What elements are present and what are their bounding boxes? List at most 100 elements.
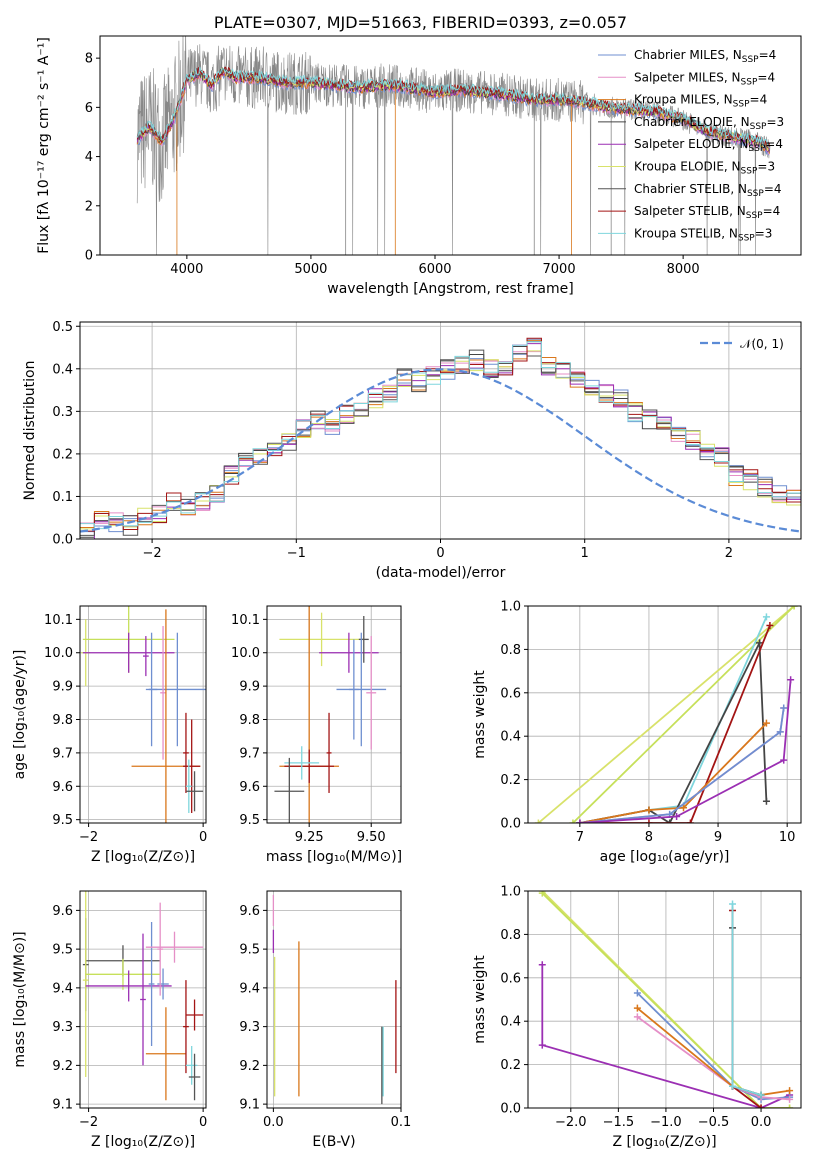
y-tick-label: 10.0 (231, 646, 260, 661)
weight-series-8 (579, 679, 792, 823)
legend-entry: 𝒩(0, 1) (740, 337, 784, 351)
errorbar-point-13 (185, 1046, 198, 1085)
x-tick-label: 0 (199, 1115, 207, 1130)
y-tick-label: 0.4 (500, 730, 521, 745)
x-tick-label: −1.0 (650, 1115, 682, 1130)
y-tick-label: 0.8 (500, 643, 521, 658)
legend-entry: Salpeter MILES, NSSP=4 (634, 70, 775, 87)
errorbar-point-9 (183, 719, 201, 813)
age-vs-metallicity-panel: −2 0 9.5 9.6 9.7 9.8 9.9 10.0 10.1 Z [log₁₀(Z/Z⊙)… (12, 605, 207, 865)
y-axis-label: Flux [fλ 10⁻¹⁷ erg cm⁻² s⁻¹ A⁻¹] (36, 37, 52, 254)
x-tick-label: −2.0 (555, 1115, 587, 1130)
x-axis-label: Z [log₁₀(Z/Z⊙)] (91, 1134, 195, 1150)
errorbar-point-3 (143, 636, 149, 677)
y-tick-label: 0.2 (500, 1058, 521, 1073)
y-tick-label: 9.1 (239, 1098, 260, 1113)
y-axis-label: Normed distribution (22, 361, 38, 501)
axes-frame (266, 605, 402, 824)
plot-area (82, 891, 204, 1101)
y-tick-label: 9.3 (239, 1020, 260, 1035)
y-tick-label: 0.6 (500, 686, 521, 701)
legend-subscript: SSP (742, 55, 759, 65)
legend-entry: Chabrier STELIB, NSSP=4 (634, 182, 782, 199)
x-tick-label: 4000 (170, 262, 203, 277)
errorbar-point-14 (188, 1053, 201, 1101)
x-tick-label: 1 (581, 546, 589, 561)
age-vs-mass-panel: 9.25 9.50 9.5 9.6 9.7 9.8 9.9 10.0 10.1 mass [log… (231, 605, 402, 865)
plot-area (534, 606, 798, 823)
legend-value: =4 (757, 70, 775, 84)
weight-marker (534, 819, 542, 823)
weight-marker (780, 704, 788, 712)
legend-value: =4 (765, 137, 783, 151)
errorbar-point-9 (284, 746, 320, 780)
weight-marker (787, 676, 795, 684)
legend-text: Salpeter MILES, N (634, 70, 741, 84)
plot-area (81, 606, 206, 823)
y-tick-label: 9.3 (52, 1020, 73, 1035)
y-tick-label: 0 (85, 249, 93, 264)
x-axis-label: (data-model)/error (376, 565, 506, 581)
histogram-series-1 (80, 351, 801, 531)
legend-value: =4 (764, 182, 782, 196)
errorbar-point-8 (183, 712, 189, 793)
x-tick-label: 0.0 (751, 1115, 772, 1130)
legend-text: Kroupa MILES, N (634, 93, 733, 107)
weight-series-3 (579, 639, 768, 823)
y-tick-label: 0.6 (500, 971, 521, 986)
errorbar-point-12 (185, 999, 204, 1031)
residual-histogram-panel: −2 −1 0 1 2 0.0 0.1 0.2 0.3 0.4 0.5 (data-model)/er… (22, 320, 802, 581)
weight-series-0 (541, 891, 790, 1108)
weight-series-8 (731, 904, 762, 1096)
x-tick-label: 9.25 (295, 830, 324, 845)
x-axis-label: mass [log₁₀(M/M⊙)] (266, 849, 402, 865)
y-tick-label: 6 (85, 101, 93, 116)
weight-marker (790, 606, 798, 610)
legend-text: Salpeter STELIB, N (634, 204, 746, 218)
weight-series-7 (579, 707, 785, 823)
y-tick-label: 0.4 (52, 362, 73, 377)
x-axis-label: Z [log₁₀(Z/Z⊙)] (91, 849, 195, 865)
plot-area (538, 891, 794, 1108)
weight-marker (645, 819, 653, 823)
y-tick-label: 1.0 (500, 600, 521, 615)
y-tick-label: 9.5 (52, 813, 73, 828)
y-tick-label: 0.2 (500, 773, 521, 788)
axes-frame (527, 890, 802, 1109)
axes-frame (527, 605, 802, 824)
y-tick-label: 0.5 (52, 320, 73, 335)
y-tick-label: 9.6 (239, 780, 260, 795)
y-tick-label: 9.5 (239, 943, 260, 958)
axes-frame (266, 890, 402, 1109)
legend-entry: Salpeter ELODIE, NSSP=4 (634, 137, 783, 154)
weight-marker (757, 1104, 765, 1108)
weight-marker (729, 1082, 737, 1090)
legend-text: Kroupa ELODIE, N (634, 160, 741, 174)
plot-area (136, 36, 771, 255)
plot-area (274, 606, 387, 823)
y-tick-label: 1.0 (500, 885, 521, 900)
weight-marker (729, 900, 737, 908)
weight-marker (786, 1104, 794, 1108)
y-tick-label: 0.3 (52, 405, 73, 420)
y-tick-label: 9.8 (239, 713, 260, 728)
x-tick-label: 0.1 (391, 1115, 412, 1130)
errorbar-point-1 (319, 632, 379, 673)
histogram-series-0 (80, 338, 801, 539)
y-tick-label: 0.4 (500, 1015, 521, 1030)
y-axis-label: mass weight (472, 670, 488, 759)
weight-series-5 (579, 722, 768, 823)
x-tick-label: 7 (576, 830, 584, 845)
x-tick-label: 6000 (418, 262, 451, 277)
errorbar-point-3 (85, 958, 161, 990)
mass-vs-ebv-panel: 0.0 0.1 9.1 9.2 9.3 9.4 9.5 9.6 E(B-V) (239, 890, 412, 1150)
x-tick-label: 0 (199, 830, 207, 845)
weight-marker (673, 812, 681, 820)
errorbar-point-2 (82, 632, 175, 673)
legend-subscript: SSP (747, 189, 764, 199)
x-tick-label: 8000 (667, 262, 700, 277)
weight-series-1 (541, 892, 790, 1108)
legend-value: =4 (763, 204, 781, 218)
y-tick-label: 9.8 (52, 713, 73, 728)
y-tick-label: 9.6 (52, 904, 73, 919)
